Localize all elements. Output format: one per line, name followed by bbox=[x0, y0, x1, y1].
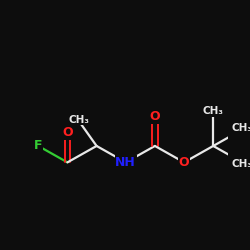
Text: NH: NH bbox=[115, 156, 136, 169]
Text: O: O bbox=[62, 126, 73, 139]
Text: O: O bbox=[179, 156, 190, 169]
Text: CH₃: CH₃ bbox=[203, 106, 224, 116]
Text: CH₃: CH₃ bbox=[68, 114, 89, 124]
Text: CH₃: CH₃ bbox=[232, 159, 250, 169]
Text: O: O bbox=[150, 110, 160, 123]
Text: CH₃: CH₃ bbox=[232, 123, 250, 133]
Text: F: F bbox=[34, 140, 42, 152]
